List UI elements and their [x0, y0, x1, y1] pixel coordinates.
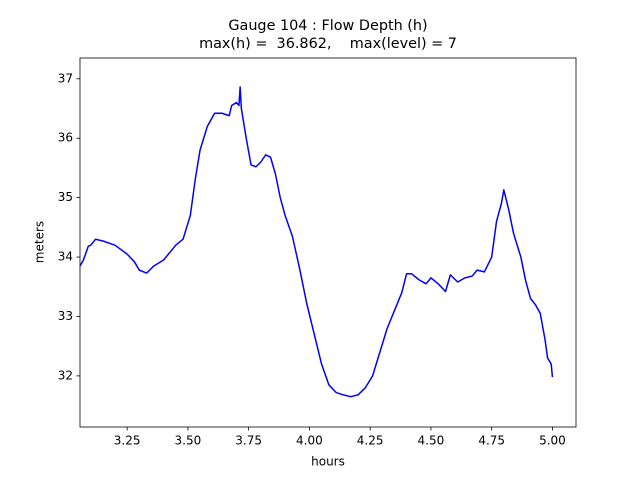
x-tick-label: 5.00: [539, 434, 566, 448]
x-tick-label: 4.25: [357, 434, 384, 448]
x-tick-label: 3.25: [114, 434, 141, 448]
chart-subtitle: max(h) = 36.862, max(level) = 7: [199, 36, 457, 52]
x-tick-label: 4.75: [478, 434, 505, 448]
y-tick-label: 35: [58, 190, 73, 204]
y-tick-label: 36: [58, 131, 73, 145]
data-line: [79, 86, 554, 398]
x-tick-label: 3.75: [235, 434, 262, 448]
y-tick-label: 33: [58, 309, 73, 323]
x-tick-label: 3.50: [175, 434, 202, 448]
x-tick-label: 4.50: [418, 434, 445, 448]
y-tick-label: 32: [58, 368, 73, 382]
x-axis-label: hours: [311, 455, 345, 469]
chart-title: Gauge 104 : Flow Depth (h): [228, 18, 427, 34]
x-tick-label: 4.00: [296, 434, 323, 448]
y-axis-label: meters: [33, 221, 47, 263]
y-tick-label: 34: [58, 250, 73, 264]
y-tick-label: 37: [58, 71, 73, 85]
axes-frame: [79, 57, 577, 428]
